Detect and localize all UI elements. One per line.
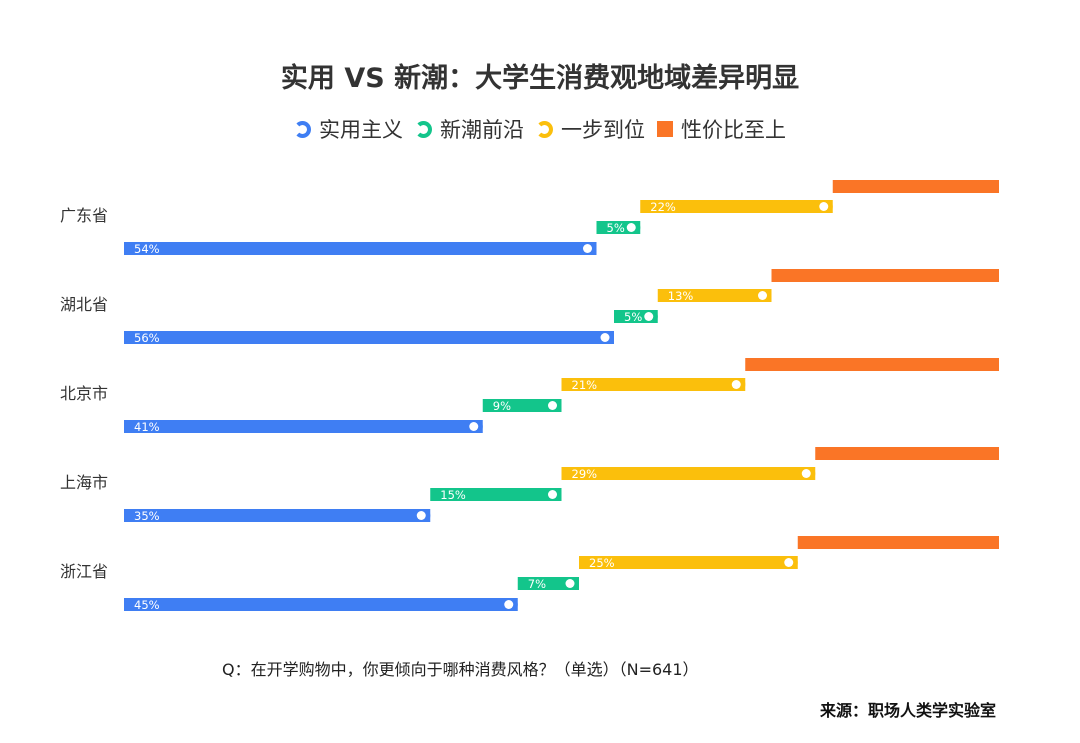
data-label: 9%	[493, 399, 511, 413]
data-label: 35%	[134, 509, 160, 523]
survey-question: Q：在开学购物中，你更倾向于哪种消费风格？（单选）（N=641）	[222, 660, 699, 679]
square-marker-icon	[657, 121, 673, 137]
legend-label: 新潮前沿	[440, 118, 524, 142]
bar-segment	[797, 536, 999, 549]
data-label: 5%	[624, 310, 642, 324]
bar-segment	[124, 420, 483, 433]
bar-segment	[657, 289, 772, 302]
bar-end-dot	[548, 401, 557, 410]
bar-end-dot	[565, 579, 575, 588]
bar-segment	[745, 358, 999, 371]
bar-end-dot	[784, 558, 794, 567]
bar-end-dot	[600, 333, 610, 342]
bar-end-dot	[626, 223, 636, 232]
bar-segment	[771, 269, 999, 282]
legend-label: 实用主义	[319, 118, 403, 142]
bar-end-dot	[469, 422, 479, 431]
ring-marker-icon	[294, 120, 311, 138]
category-label: 北京市	[60, 384, 108, 403]
bar-end-dot	[758, 291, 767, 300]
category-label: 浙江省	[60, 562, 108, 581]
data-label: 5%	[607, 221, 625, 235]
bar-segment	[832, 180, 999, 193]
bar-segment	[430, 488, 562, 501]
data-label: 56%	[134, 331, 160, 345]
bar-end-dot	[548, 490, 557, 499]
bar-end-dot	[583, 244, 592, 253]
legend: 实用主义 新潮前沿 一步到位 性价比至上	[0, 114, 1080, 144]
source-note: 来源：职场人类学实验室	[819, 701, 996, 720]
data-label: 21%	[572, 378, 598, 392]
data-label: 45%	[134, 598, 160, 612]
data-label: 41%	[134, 420, 160, 434]
data-label: 15%	[440, 488, 466, 502]
ring-marker-icon	[536, 120, 553, 138]
bar-segment	[124, 331, 614, 344]
data-label: 54%	[134, 242, 160, 256]
data-label: 22%	[650, 200, 676, 214]
bar-segment	[640, 200, 833, 213]
bar-segment	[561, 378, 746, 391]
legend-item: 新潮前沿	[415, 114, 524, 144]
bar-segment	[482, 399, 562, 412]
legend-label: 性价比至上	[681, 118, 786, 142]
chart-title: 实用 VS 新潮：大学生消费观地域差异明显	[280, 63, 800, 94]
legend-item: 性价比至上	[657, 114, 786, 144]
bar-end-dot	[644, 312, 654, 321]
bar-segment	[579, 556, 798, 569]
bar-end-dot	[801, 469, 811, 478]
data-label: 13%	[668, 289, 694, 303]
bar-segment	[815, 447, 999, 460]
legend-item: 实用主义	[294, 114, 403, 144]
bar-end-dot	[819, 202, 829, 211]
category-label: 湖北省	[60, 295, 108, 314]
legend-item: 一步到位	[536, 114, 645, 144]
data-label: 29%	[572, 467, 598, 481]
bar-segment	[124, 242, 597, 255]
bar-end-dot	[731, 380, 741, 389]
bar-segment	[561, 467, 816, 480]
bar-end-dot	[416, 511, 426, 520]
bar-segment	[124, 598, 518, 611]
legend-label: 一步到位	[561, 118, 645, 142]
category-label: 广东省	[60, 206, 108, 225]
category-label: 上海市	[60, 473, 108, 492]
bar-segment	[124, 509, 431, 522]
bar-end-dot	[504, 600, 514, 609]
data-label: 25%	[589, 556, 615, 570]
bar-segment	[517, 577, 579, 590]
ring-marker-icon	[415, 120, 432, 138]
data-label: 7%	[528, 577, 546, 591]
